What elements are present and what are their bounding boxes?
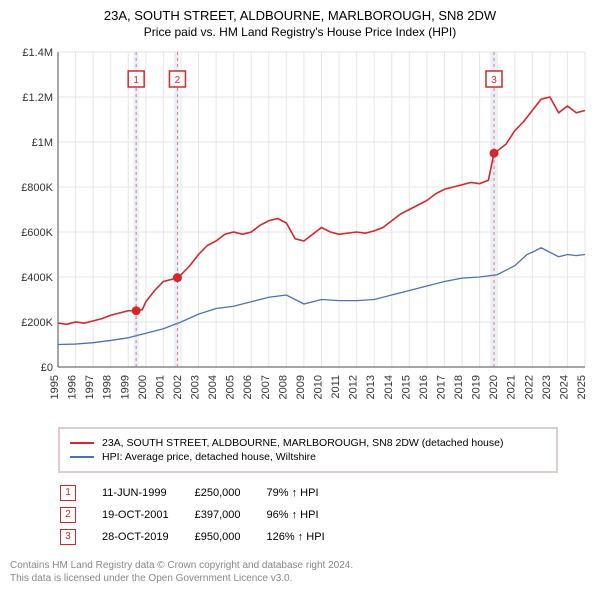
svg-text:2019: 2019 bbox=[471, 375, 483, 399]
svg-text:2: 2 bbox=[175, 75, 181, 86]
svg-text:2015: 2015 bbox=[400, 375, 412, 399]
svg-text:£200K: £200K bbox=[21, 317, 53, 329]
marker-date: 11-JUN-1999 bbox=[102, 483, 193, 503]
legend-item: HPI: Average price, detached house, Wilt… bbox=[70, 451, 546, 463]
marker-number-box: 1 bbox=[60, 485, 76, 501]
marker-table-row: 1 11-JUN-1999£250,00079% ↑ HPI bbox=[60, 483, 349, 503]
svg-text:2010: 2010 bbox=[313, 375, 325, 399]
svg-text:2018: 2018 bbox=[453, 375, 465, 399]
legend: 23A, SOUTH STREET, ALDBOURNE, MARLBOROUG… bbox=[58, 427, 558, 473]
marker-delta: 96% ↑ HPI bbox=[267, 505, 349, 525]
marker-table-row: 3 28-OCT-2019£950,000126% ↑ HPI bbox=[60, 527, 349, 547]
svg-text:2024: 2024 bbox=[558, 375, 570, 399]
svg-text:2006: 2006 bbox=[242, 375, 254, 399]
svg-text:2013: 2013 bbox=[365, 375, 377, 399]
svg-text:2009: 2009 bbox=[295, 375, 307, 399]
svg-text:1995: 1995 bbox=[49, 375, 61, 399]
svg-text:1999: 1999 bbox=[119, 375, 131, 399]
marker-table-row: 2 19-OCT-2001£397,00096% ↑ HPI bbox=[60, 505, 349, 525]
legend-label: HPI: Average price, detached house, Wilt… bbox=[102, 451, 316, 463]
svg-text:1996: 1996 bbox=[67, 375, 79, 399]
footnote: Contains HM Land Registry data © Crown c… bbox=[10, 559, 590, 585]
svg-text:2016: 2016 bbox=[418, 375, 430, 399]
legend-swatch bbox=[70, 456, 94, 458]
marker-price: £950,000 bbox=[195, 527, 265, 547]
svg-text:2011: 2011 bbox=[330, 375, 342, 399]
svg-text:2002: 2002 bbox=[172, 375, 184, 399]
svg-text:2007: 2007 bbox=[260, 375, 272, 399]
svg-text:£1M: £1M bbox=[32, 137, 53, 149]
legend-label: 23A, SOUTH STREET, ALDBOURNE, MARLBOROUG… bbox=[102, 437, 503, 449]
svg-text:2025: 2025 bbox=[576, 375, 588, 399]
marker-price: £250,000 bbox=[195, 483, 265, 503]
svg-text:2014: 2014 bbox=[383, 375, 395, 399]
svg-text:2021: 2021 bbox=[506, 375, 518, 399]
chart-title: 23A, SOUTH STREET, ALDBOURNE, MARLBOROUG… bbox=[10, 8, 590, 23]
marker-date: 28-OCT-2019 bbox=[102, 527, 193, 547]
legend-item: 23A, SOUTH STREET, ALDBOURNE, MARLBOROUG… bbox=[70, 437, 546, 449]
footnote-line-2: This data is licensed under the Open Gov… bbox=[10, 572, 590, 585]
svg-text:2005: 2005 bbox=[225, 375, 237, 399]
svg-text:2003: 2003 bbox=[190, 375, 202, 399]
chart-container: 23A, SOUTH STREET, ALDBOURNE, MARLBOROUG… bbox=[0, 0, 600, 595]
svg-text:2022: 2022 bbox=[523, 375, 535, 399]
svg-text:1998: 1998 bbox=[102, 375, 114, 399]
svg-text:3: 3 bbox=[491, 75, 497, 86]
marker-delta: 126% ↑ HPI bbox=[267, 527, 349, 547]
marker-price: £397,000 bbox=[195, 505, 265, 525]
svg-text:2017: 2017 bbox=[435, 375, 447, 399]
svg-text:£800K: £800K bbox=[21, 182, 53, 194]
svg-text:£400K: £400K bbox=[21, 272, 53, 284]
svg-text:2004: 2004 bbox=[207, 375, 219, 399]
svg-text:1: 1 bbox=[133, 75, 139, 86]
chart-subtitle: Price paid vs. HM Land Registry's House … bbox=[10, 25, 590, 39]
svg-text:£0: £0 bbox=[41, 362, 53, 374]
marker-number-box: 2 bbox=[60, 507, 76, 523]
svg-text:2023: 2023 bbox=[541, 375, 553, 399]
marker-number-box: 3 bbox=[60, 529, 76, 545]
line-chart-svg: £0 £200K £400K £600K £800K £1M £1.2M £1.4M 1995 1… bbox=[10, 47, 590, 417]
svg-text:2020: 2020 bbox=[488, 375, 500, 399]
svg-text:2012: 2012 bbox=[348, 375, 360, 399]
legend-swatch bbox=[70, 442, 94, 444]
marker-delta: 79% ↑ HPI bbox=[267, 483, 349, 503]
svg-text:2000: 2000 bbox=[137, 375, 149, 399]
svg-text:£600K: £600K bbox=[21, 227, 53, 239]
svg-text:2001: 2001 bbox=[154, 375, 166, 399]
svg-text:£1.2M: £1.2M bbox=[22, 92, 53, 104]
chart-plot-area: £0 £200K £400K £600K £800K £1M £1.2M £1.4M 1995 1… bbox=[10, 47, 590, 417]
marker-date: 19-OCT-2001 bbox=[102, 505, 193, 525]
svg-text:£1.4M: £1.4M bbox=[22, 47, 53, 59]
footnote-line-1: Contains HM Land Registry data © Crown c… bbox=[10, 559, 590, 572]
sale-marker-table: 1 11-JUN-1999£250,00079% ↑ HPI 2 19-OCT-200… bbox=[58, 481, 351, 549]
svg-text:1997: 1997 bbox=[84, 375, 96, 399]
svg-text:2008: 2008 bbox=[277, 375, 289, 399]
